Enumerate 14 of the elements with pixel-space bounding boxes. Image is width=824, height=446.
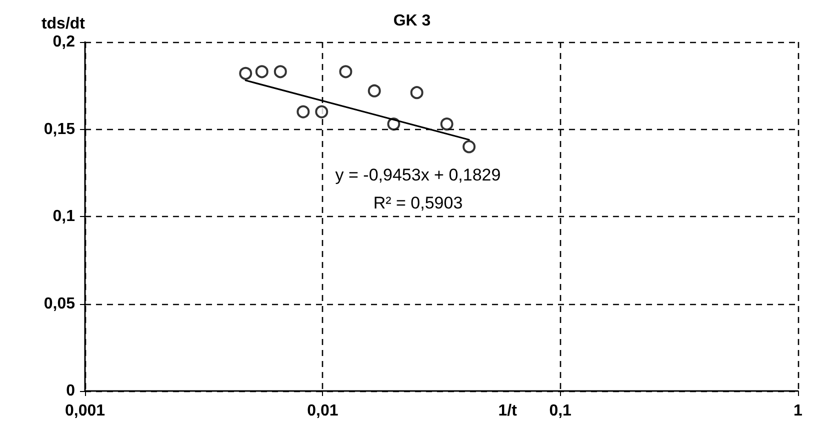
y-tick-label: 0,15 (44, 120, 76, 138)
y-axis-title: tds/dt (41, 16, 86, 32)
annotation: R² = 0,5903 (373, 194, 463, 212)
x-axis-title: 1/t (498, 402, 518, 420)
annotation: y = -0,9453x + 0,1829 (335, 166, 501, 184)
y-tick-label: 0,05 (44, 295, 76, 312)
chart-title: GK 3 (393, 12, 431, 30)
x-tick-label: 0,01 (307, 402, 338, 420)
x-tick-label: 1 (794, 402, 803, 420)
y-tick-label: 0,1 (52, 208, 76, 225)
y-tick-label: 0,2 (52, 34, 76, 50)
y-tick-label: 0 (66, 382, 76, 400)
x-tick-label: 0,1 (549, 402, 572, 420)
x-tick-label: 0,001 (64, 402, 106, 420)
